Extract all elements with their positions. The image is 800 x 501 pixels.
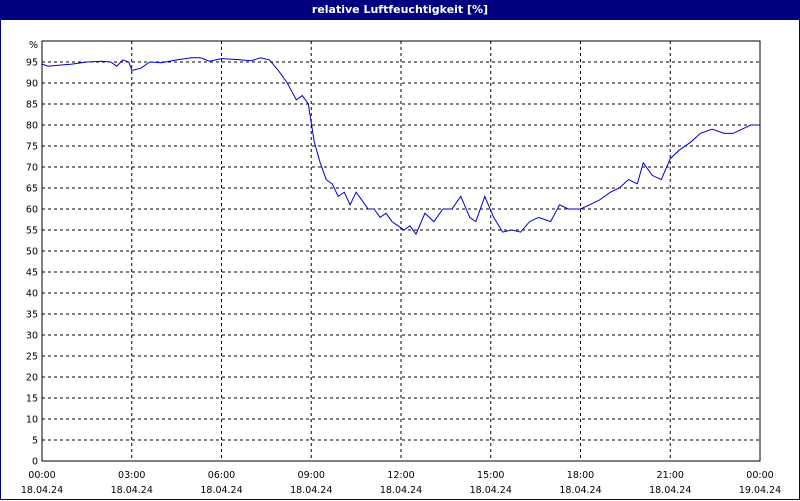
y-tick-label: 90: [26, 79, 38, 90]
x-tick-date-label: 18.04.24: [380, 485, 422, 496]
x-tick-date-label: 18.04.24: [21, 485, 63, 496]
x-axis-tick-labels: 00:00 18.04.24 03:00 18.04.24 06:00 18.04.24 0…: [21, 470, 781, 496]
y-tick-label: 85: [26, 100, 38, 111]
x-tick-time-label: 00:00: [746, 470, 773, 481]
x-tick-date-label: 18.04.24: [649, 485, 691, 496]
x-tick-date-label: 18.04.24: [290, 485, 332, 496]
vertical-gridlines: [131, 41, 671, 461]
x-tick-date-label: 18.04.24: [559, 485, 601, 496]
y-tick-label: 80: [26, 121, 38, 132]
x-tick-time-label: 21:00: [657, 470, 684, 481]
y-axis-unit-label: %: [29, 40, 38, 51]
y-tick-label: 75: [26, 142, 38, 153]
x-tick-date-label: 18.04.24: [111, 485, 153, 496]
y-tick-label: 35: [26, 310, 38, 321]
x-tick-date-label: 19.04.24: [739, 485, 781, 496]
x-tick-time-label: 09:00: [298, 470, 325, 481]
y-tick-label: 45: [26, 268, 38, 279]
x-tick-time-label: 18:00: [567, 470, 594, 481]
y-tick-label: 30: [26, 331, 38, 342]
chart-title: relative Luftfeuchtigkeit [%]: [1, 1, 799, 20]
y-tick-label: 15: [26, 394, 38, 405]
y-tick-label: 50: [26, 247, 38, 258]
x-tick-time-label: 00:00: [28, 470, 55, 481]
y-tick-label: 5: [32, 436, 38, 447]
y-tick-label: 0: [32, 457, 38, 468]
y-tick-label: 60: [26, 205, 38, 216]
series-lines: [41, 57, 760, 236]
x-tick-date-label: 18.04.24: [200, 485, 242, 496]
x-tick-date-label: 18.04.24: [470, 485, 512, 496]
x-tick-time-label: 03:00: [118, 470, 145, 481]
y-tick-label: 95: [26, 58, 38, 69]
y-tick-label: 10: [26, 415, 38, 426]
y-tick-label: 40: [26, 289, 38, 300]
y-tick-label: 70: [26, 163, 38, 174]
y-tick-label: 20: [26, 373, 38, 384]
y-tick-label: 25: [26, 352, 38, 363]
x-tick-time-label: 06:00: [208, 470, 235, 481]
y-axis-tick-labels: 0 5 10 15 20 25 30 35 40 45 50 55 60 65 70 75 80 85 90 95: [26, 58, 38, 468]
x-tick-time-label: 12:00: [387, 470, 414, 481]
x-tick-time-label: 15:00: [477, 470, 504, 481]
y-tick-label: 55: [26, 226, 38, 237]
humidity-series-line: [41, 57, 760, 236]
y-tick-label: 65: [26, 184, 38, 195]
